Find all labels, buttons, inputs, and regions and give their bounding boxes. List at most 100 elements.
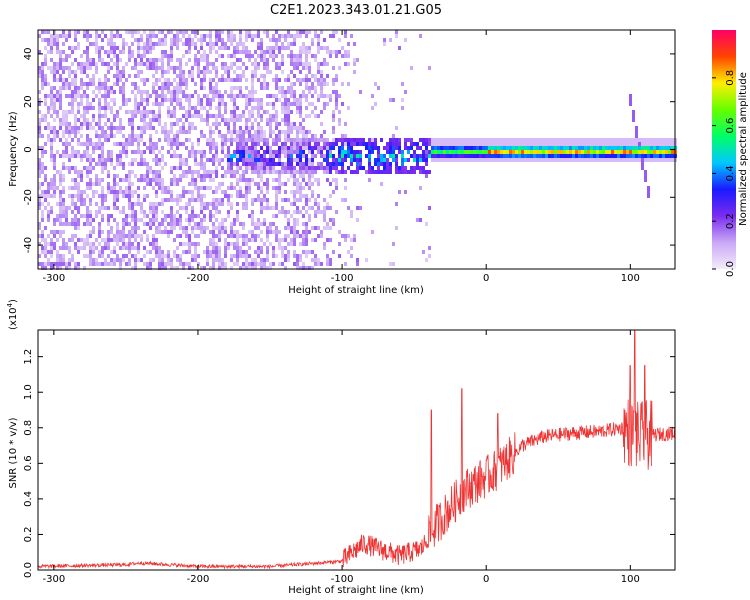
heatmap-cell [38,198,41,202]
heatmap-cell [242,194,245,198]
heatmap-cell [527,150,530,154]
heatmap-cell [281,94,284,98]
heatmap-cell [146,94,149,98]
heatmap-cell [209,30,212,34]
heatmap-cell [467,142,470,146]
heatmap-cell [56,254,59,258]
heatmap-cell [236,254,239,258]
heatmap-cell [251,166,254,170]
heatmap-cell [191,150,194,154]
heatmap-cell [110,262,113,266]
heatmap-cell [143,114,146,118]
heatmap-cell [650,142,653,146]
heatmap-cell [155,102,158,106]
heatmap-cell [71,178,74,182]
heatmap-cell [248,34,251,38]
heatmap-cell [404,170,407,174]
heatmap-cell [62,86,65,90]
heatmap-cell [149,138,152,142]
heatmap-cell [296,206,299,210]
heatmap-cell [146,122,149,126]
heatmap-cell [302,262,305,266]
heatmap-cell [290,154,293,158]
heatmap-cell [326,166,329,170]
heatmap-cell [290,146,293,150]
heatmap-cell [299,186,302,190]
heatmap-cell [236,250,239,254]
heatmap-cell [83,34,86,38]
heatmap-cell [209,210,212,214]
snr-line [37,329,676,570]
heatmap-cell [569,142,572,146]
heatmap-cell [182,230,185,234]
heatmap-cell [215,174,218,178]
heatmap-cell [257,30,260,34]
heatmap-cell [278,230,281,234]
heatmap-cell [413,170,416,174]
heatmap-cell [482,138,485,142]
heatmap-cell [56,202,59,206]
heatmap-cell [227,166,230,170]
heatmap-cell [218,230,221,234]
heatmap-cell [227,246,230,250]
heatmap-cell [257,126,260,130]
heatmap-cell [227,38,230,42]
heatmap-cell [44,198,47,202]
heatmap-cell [374,158,377,162]
heatmap-cell [137,126,140,130]
heatmap-cell [263,222,266,226]
heatmap-cell [170,258,173,262]
heatmap-cell [140,62,143,66]
heatmap-cell [170,114,173,118]
heatmap-cell [572,142,575,146]
heatmap-cell [203,78,206,82]
heatmap-cell [89,218,92,222]
heatmap-cell [332,110,335,114]
heatmap-cell [191,230,194,234]
heatmap-cell [83,214,86,218]
heatmap-cell [140,174,143,178]
heatmap-cell [158,86,161,90]
heatmap-cell [140,102,143,106]
heatmap-cell [488,154,491,158]
heatmap-cell [251,126,254,130]
heatmap-cell [74,74,77,78]
heatmap-cell [206,254,209,258]
heatmap-cell [47,30,50,34]
heatmap-cell [200,230,203,234]
heatmap-cell [92,150,95,154]
heatmap-cell [110,42,113,46]
heatmap-cell [248,214,251,218]
heatmap-cell [284,146,287,150]
heatmap-cell [242,138,245,142]
heatmap-cell [113,102,116,106]
heatmap-cell [299,94,302,98]
heatmap-cell [260,146,263,150]
heatmap-cell [140,218,143,222]
heatmap-cell [194,158,197,162]
heatmap-cell [191,70,194,74]
heatmap-cell [134,106,137,110]
heatmap-cell [221,54,224,58]
heatmap-cell [77,138,80,142]
heatmap-cell [71,146,74,150]
heatmap-cell [245,258,248,262]
heatmap-cell [74,222,77,226]
heatmap-cell [212,114,215,118]
heatmap-cell [254,262,257,266]
heatmap-cell [290,126,293,130]
heatmap-cell [65,214,68,218]
heatmap-cell [161,182,164,186]
heatmap-cell [38,166,41,170]
heatmap-cell [308,178,311,182]
heatmap-cell [275,198,278,202]
heatmap-cell [176,138,179,142]
heatmap-cell [323,46,326,50]
heatmap-cell [224,118,227,122]
heatmap-cell [281,110,284,114]
heatmap-cell [665,158,668,162]
heatmap-cell [50,142,53,146]
heatmap-cell [224,46,227,50]
heatmap-cell [89,250,92,254]
